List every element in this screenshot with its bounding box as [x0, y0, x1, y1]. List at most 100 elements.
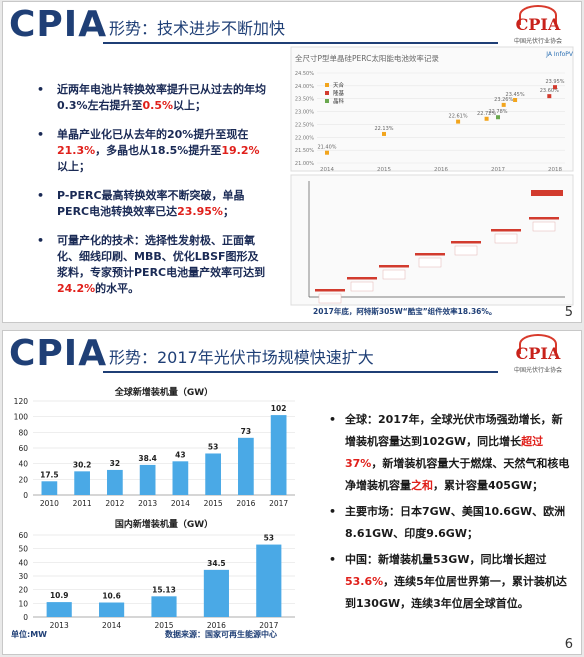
x-tick-label: 2015	[377, 167, 391, 173]
bar-value-label: 34.5	[207, 559, 226, 568]
y-tick-label: 0	[23, 613, 28, 622]
x-tick-label: 2017	[491, 167, 505, 173]
data-point	[456, 119, 461, 124]
bar-value-label: 38.4	[138, 454, 157, 463]
legend-entry: 隆基	[333, 89, 345, 97]
sun-arc-icon	[519, 5, 557, 25]
x-tick-label: 2014	[320, 167, 334, 173]
source-label: 数据来源：国家可再生能源中心	[165, 630, 277, 639]
y-tick-label: 100	[14, 413, 29, 422]
data-label: 22.78%	[488, 109, 507, 115]
efficiency-chart: 21.00% 21.50% 22.00% 22.50% 23.00% 23.50% 24.0…	[290, 46, 574, 306]
cpia-logo: CPIA 中国光伏行业协会	[509, 334, 567, 378]
x-tick-label: 2013	[50, 621, 69, 630]
y-tick-label: 20	[18, 586, 28, 595]
bullet-item: 主要市场：日本7GW、美国10.6GW、欧洲8.61GW、印度9.6GW；	[325, 501, 570, 545]
bar-value-label: 10.9	[50, 591, 69, 600]
logo-wordmark: CPIA	[515, 344, 561, 363]
roadmap-step	[491, 229, 521, 232]
bullet-text: 中国：新增装机量53GW，同比增长超过	[345, 553, 547, 566]
x-tick-label: 2017	[259, 621, 278, 630]
data-point	[325, 150, 329, 155]
logo-subtitle: 中国光伏行业协会	[513, 367, 562, 374]
bullet-list: 全球：2017年，全球光伏市场强劲增长，新增装机容量达到102GW，同比增长超过…	[325, 409, 570, 619]
bullet-list: 近两年电池片转换效率提升已从过去的年均0.3%左右提升至0.5%以上； 单晶产业化…	[33, 82, 268, 310]
x-tick-label: 2014	[102, 621, 121, 630]
bar	[205, 453, 221, 495]
chart-title: 国内新增装机量（GW）	[115, 519, 213, 530]
bar	[203, 569, 229, 617]
bullet-item: 全球：2017年，全球光伏市场强劲增长，新增装机容量达到102GW，同比增长超过…	[325, 409, 570, 497]
highlight-text: 19.2%	[221, 144, 260, 157]
slide-5: CPIA 形势：技术进步不断加快 CPIA 中国光伏行业协会 近两年电池片转换效…	[2, 1, 582, 323]
data-label: 23.60%	[540, 88, 559, 94]
roadmap-target	[531, 190, 563, 196]
y-tick-label: 21.00%	[295, 161, 314, 167]
data-point	[501, 102, 506, 107]
highlight-text: 21.3%	[57, 144, 96, 157]
bullet-item: 近两年电池片转换效率提升已从过去的年均0.3%左右提升至0.5%以上；	[33, 82, 268, 114]
y-tick-label: 50	[18, 545, 28, 554]
roadmap-note	[350, 281, 374, 292]
x-tick-label: 2015	[154, 621, 173, 630]
roadmap-step	[347, 277, 377, 280]
bar-value-label: 30.2	[73, 460, 92, 469]
y-tick-label: 60	[18, 531, 28, 540]
x-tick-label: 2010	[40, 499, 59, 508]
slide-title: 形势：技术进步不断加快	[109, 19, 286, 38]
bar-value-label: 73	[241, 427, 251, 436]
page-number: 6	[564, 637, 573, 652]
x-tick-label: 2011	[73, 499, 92, 508]
y-tick-label: 40	[18, 558, 28, 567]
efficiency-chart-panel: 21.00% 21.50% 22.00% 22.50% 23.00% 23.50% 24.0…	[285, 45, 577, 322]
data-point	[484, 116, 489, 121]
bar-value-label: 10.6	[102, 592, 121, 601]
x-tick-label: 2016	[236, 499, 255, 508]
bar-value-label: 102	[271, 404, 287, 413]
data-point	[553, 85, 557, 90]
china-installs-chart: 国内新增装机量（GW） 0 10 20 30 40 50 60 10.9 2013 10.6 2014…	[18, 519, 295, 630]
bullet-text: 以上；	[57, 160, 90, 173]
x-tick-label: 2016	[434, 167, 448, 173]
y-tick-label: 60	[18, 444, 28, 453]
bullet-text: 主要市场：日本7GW、美国10.6GW、欧洲8.61GW、印度9.6GW；	[345, 505, 566, 540]
cpia-wordmark: CPIA	[9, 333, 108, 374]
y-tick-label: 23.50%	[295, 97, 314, 103]
y-tick-label: 80	[18, 428, 28, 437]
data-label: 21.40%	[317, 145, 336, 151]
unit-label: 单位:MW	[11, 630, 47, 639]
efficiency-chart-title: 全尺寸P型单晶硅PERC太阳能电池效率记录	[295, 54, 439, 63]
data-label: 22.13%	[374, 126, 393, 132]
legend-swatch	[325, 99, 329, 103]
slide-6: CPIA 形势：2017年光伏市场规模快速扩大 CPIA 中国光伏行业协会 全球…	[2, 330, 582, 655]
y-tick-label: 10	[18, 599, 28, 608]
slide-header: CPIA 形势：技术进步不断加快 CPIA 中国光伏行业协会	[3, 2, 581, 52]
roadmap-step	[529, 217, 559, 220]
bar	[139, 464, 156, 495]
legend-entry: 晶科	[333, 97, 345, 105]
bullet-text: 近两年电池片转换效率提升已从过去的年均0.3%左右提升至	[57, 83, 266, 112]
x-tick-label: 2015	[204, 499, 223, 508]
highlight-text: 53.6%	[345, 575, 384, 588]
slide-title: 形势：2017年光伏市场规模快速扩大	[109, 348, 374, 367]
bar-value-label: 53	[208, 442, 218, 451]
y-tick-label: 24.00%	[295, 84, 314, 90]
bullet-text: 单晶产业化已从去年的20%提升至现在	[57, 128, 249, 141]
data-point	[547, 94, 552, 99]
legend-entry: 天合	[333, 81, 345, 89]
y-tick-label: 0	[23, 491, 28, 500]
chart-frame	[290, 46, 574, 172]
y-tick-label: 30	[18, 572, 28, 581]
slide-header: CPIA 形势：2017年光伏市场规模快速扩大 CPIA 中国光伏行业协会	[3, 331, 581, 381]
bar	[41, 481, 58, 495]
bullet-text: 的水平。	[95, 282, 140, 295]
highlight-text: 24.2%	[57, 282, 96, 295]
y-tick-label: 120	[14, 397, 29, 406]
bullet-text: ，连续5年位居世界第一，累计装机达到130GW，连续3年位居全球首位。	[345, 575, 567, 610]
y-tick-label: 22.50%	[295, 122, 314, 128]
data-label: 22.61%	[449, 114, 468, 120]
bullet-text: ，多晶也从18.5%提升至	[95, 144, 222, 157]
bar	[107, 469, 123, 495]
roadmap-note	[382, 269, 406, 280]
page-number: 5	[564, 305, 573, 320]
